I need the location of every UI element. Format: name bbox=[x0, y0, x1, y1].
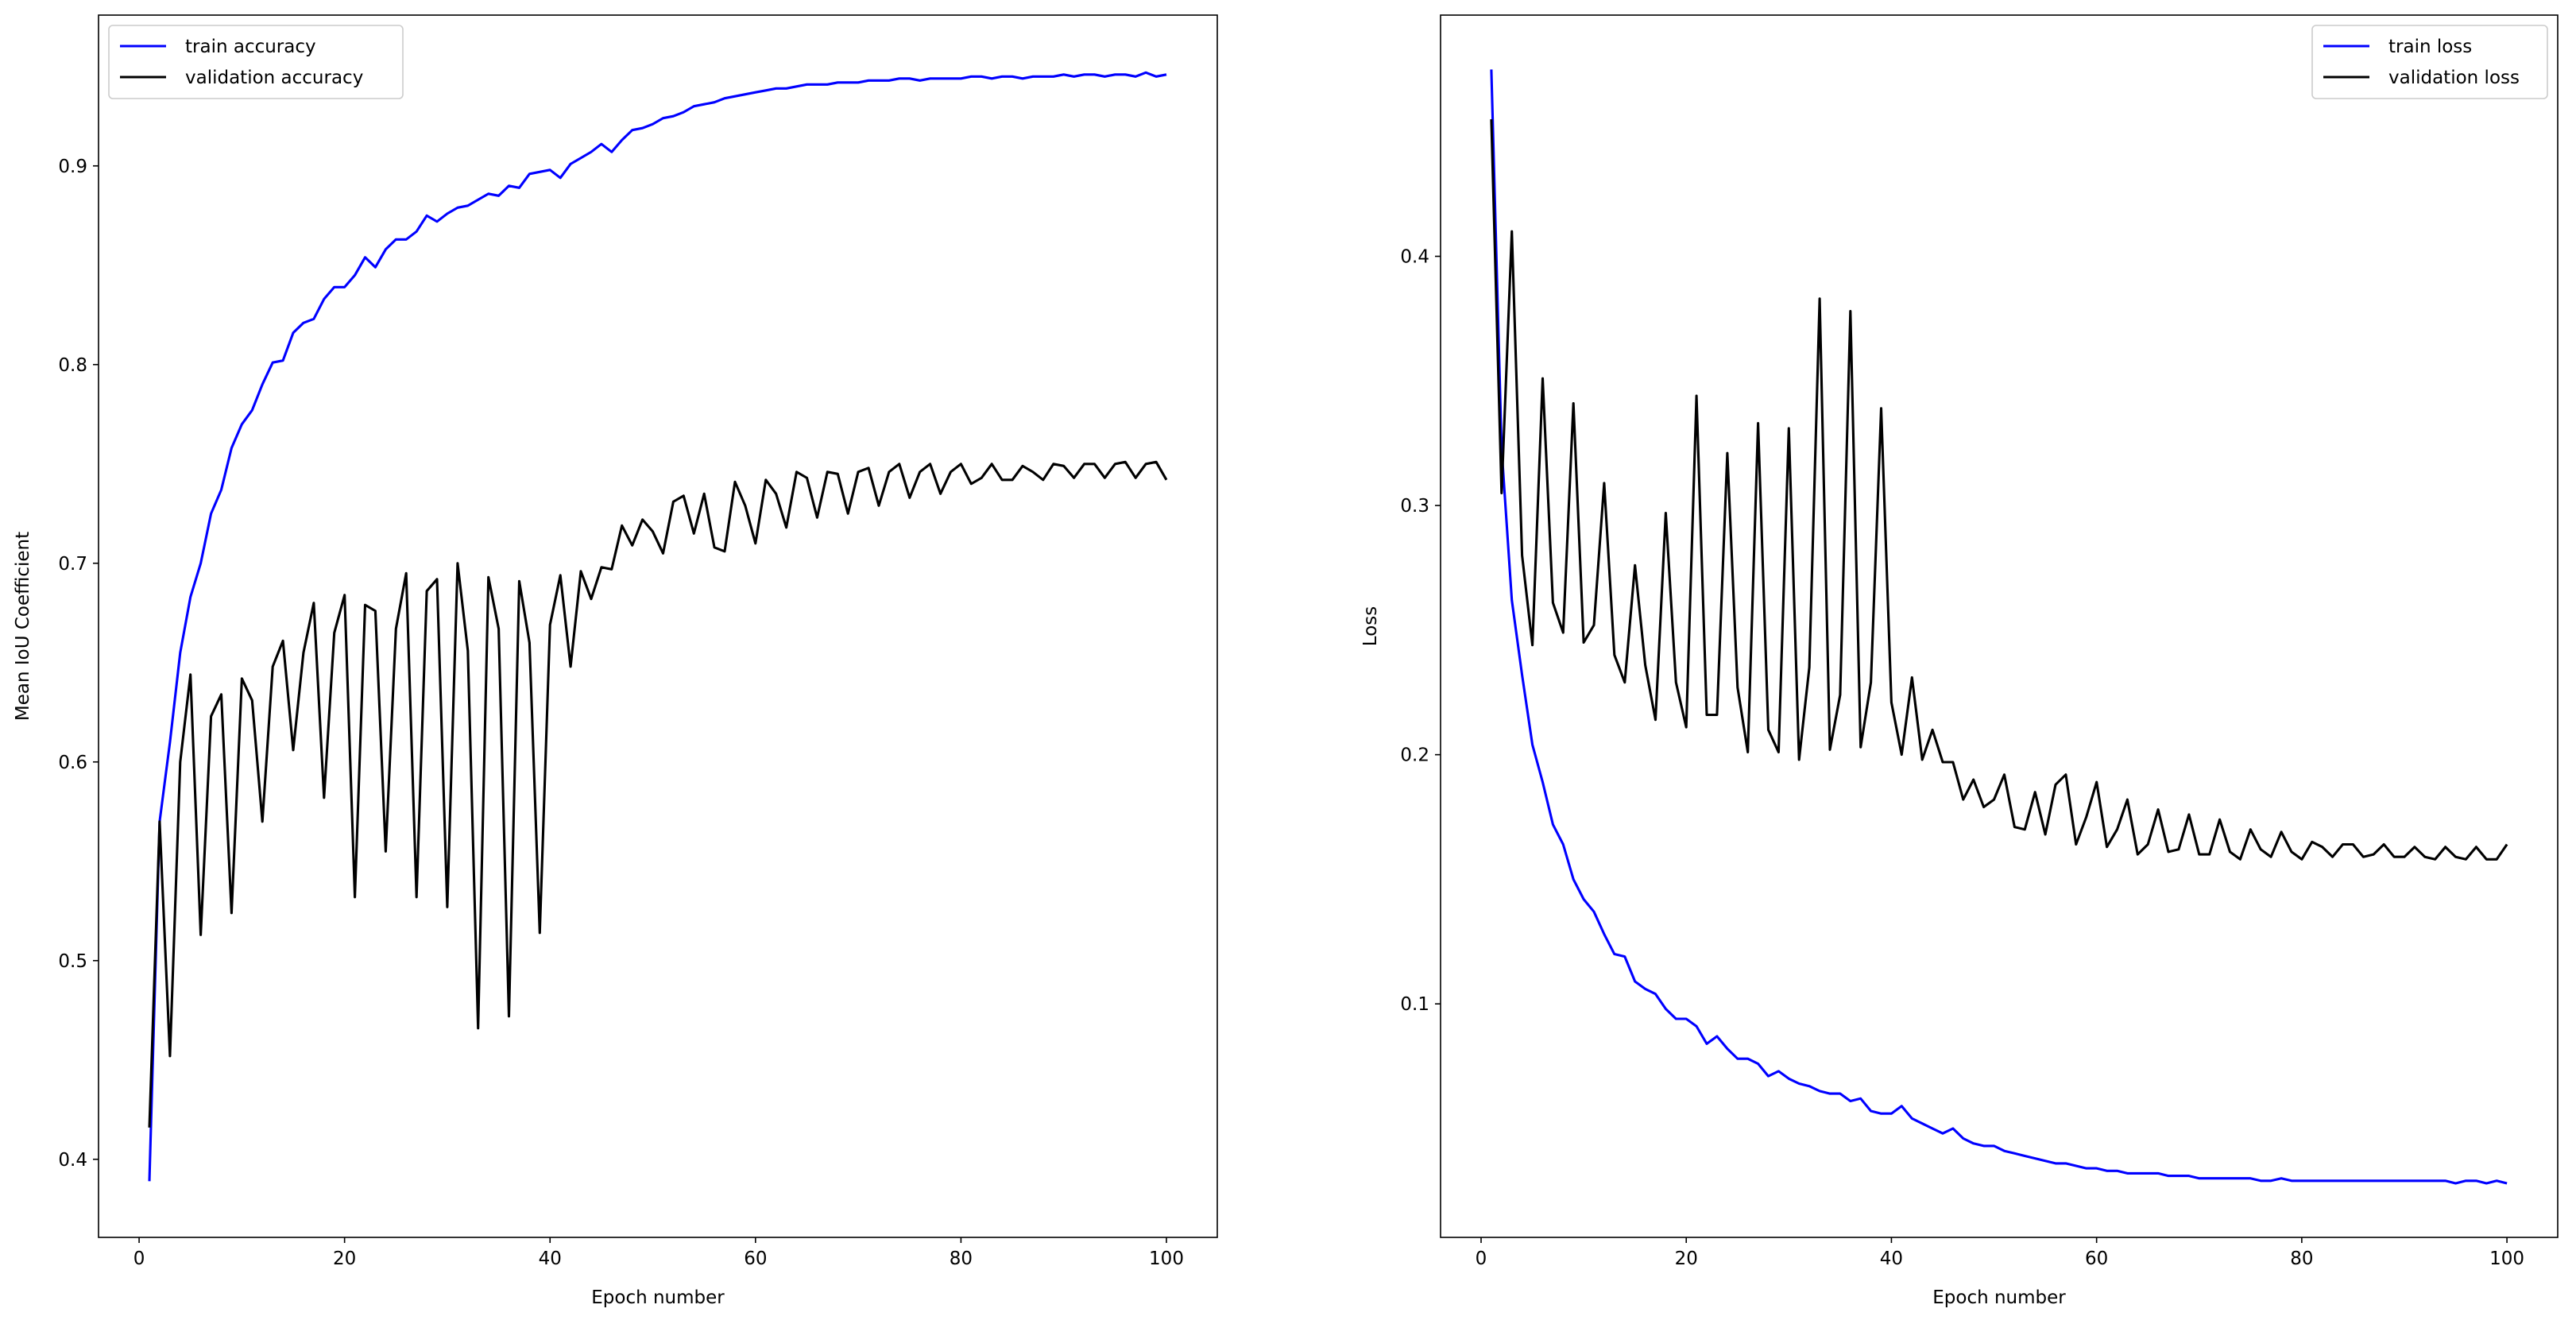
legend-entry: train loss bbox=[2388, 37, 2472, 57]
x-tick-label: 40 bbox=[539, 1249, 562, 1269]
x-tick-label: 0 bbox=[133, 1249, 145, 1269]
x-tick-label: 40 bbox=[1880, 1249, 1903, 1269]
accuracy-chart: 0 20 40 60 80 100 0.4 0.5 0.6 0.7 0.8 0.9 Epoch numb… bbox=[13, 14, 1218, 1308]
legend: train accuracy validation accuracy bbox=[108, 25, 404, 99]
y-axis-label: Mean IoU Coefficient bbox=[13, 532, 33, 721]
x-tick-label: 60 bbox=[2085, 1249, 2108, 1269]
x-tick-label: 80 bbox=[2290, 1249, 2313, 1269]
series-line-validation-accuracy bbox=[148, 460, 1168, 1128]
x-tick-label: 60 bbox=[744, 1249, 767, 1269]
legend-entry: train accuracy bbox=[185, 37, 316, 57]
y-tick-label: 0.2 bbox=[1400, 745, 1429, 766]
legend-entry: validation accuracy bbox=[185, 68, 363, 88]
y-tick-label: 0.4 bbox=[58, 1150, 87, 1171]
legend-entry: validation loss bbox=[2388, 68, 2520, 88]
y-tick-label: 0.4 bbox=[1400, 247, 1429, 268]
series-line-train-loss bbox=[1490, 69, 2508, 1185]
x-tick-label: 0 bbox=[1476, 1249, 1487, 1269]
x-axis-label: Epoch number bbox=[1932, 1287, 2066, 1308]
x-tick-label: 80 bbox=[950, 1249, 973, 1269]
x-tick-label: 100 bbox=[2489, 1249, 2524, 1269]
x-axis-label: Epoch number bbox=[591, 1287, 725, 1308]
x-tick-label: 20 bbox=[333, 1249, 356, 1269]
axes-frame bbox=[1440, 14, 2559, 1238]
x-tick-label: 20 bbox=[1675, 1249, 1698, 1269]
legend-box bbox=[2311, 25, 2548, 99]
y-tick-label: 0.1 bbox=[1400, 994, 1429, 1015]
legend: train loss validation loss bbox=[2311, 25, 2548, 99]
axes-frame bbox=[98, 14, 1218, 1238]
series-line-train-accuracy bbox=[148, 71, 1167, 1182]
y-tick-label: 0.6 bbox=[58, 753, 87, 773]
y-tick-label: 0.8 bbox=[58, 355, 87, 376]
y-tick-label: 0.5 bbox=[58, 951, 87, 972]
y-tick-label: 0.7 bbox=[58, 554, 87, 575]
y-axis-label: Loss bbox=[1360, 606, 1381, 646]
legend-box bbox=[108, 25, 404, 99]
y-tick-label: 0.9 bbox=[58, 157, 87, 177]
x-tick-label: 100 bbox=[1149, 1249, 1184, 1269]
series-line-validation-loss bbox=[1490, 119, 2508, 861]
y-tick-label: 0.3 bbox=[1400, 496, 1429, 517]
loss-chart: 0 20 40 60 80 100 0.1 0.2 0.3 0.4 Epoch number Loss… bbox=[1360, 14, 2559, 1308]
